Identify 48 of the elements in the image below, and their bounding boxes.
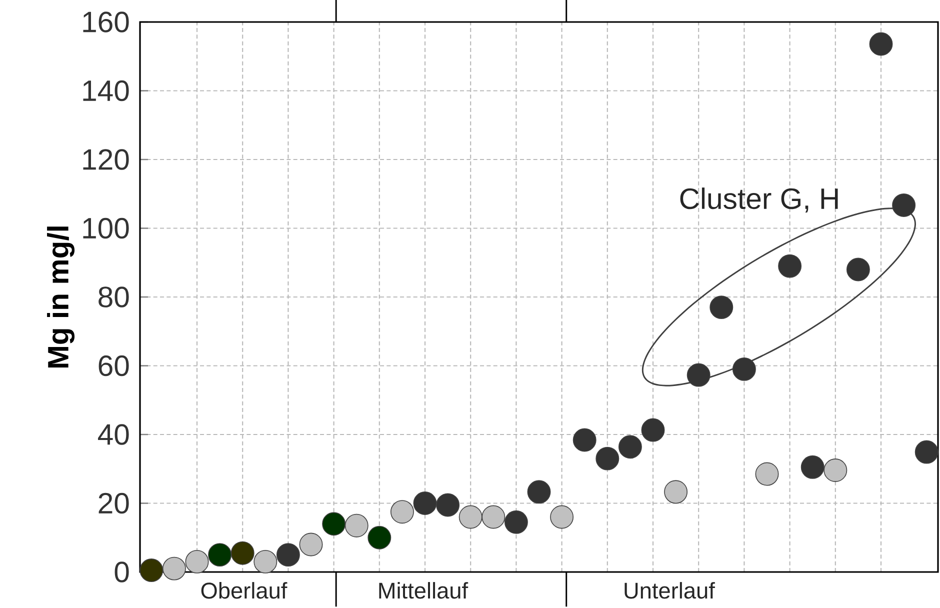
y-tick-label: 60 xyxy=(98,355,129,376)
point xyxy=(482,505,506,529)
point xyxy=(527,480,551,504)
y-tick-label: 160 xyxy=(83,12,129,32)
point xyxy=(572,428,596,452)
point xyxy=(800,455,824,479)
point xyxy=(458,505,482,529)
point xyxy=(276,543,300,567)
point xyxy=(755,462,779,486)
point xyxy=(436,493,460,517)
point xyxy=(299,532,323,556)
text: Oberlauf xyxy=(201,582,288,599)
y-tick-label: 0 xyxy=(114,562,129,582)
y-tick-label: 100 xyxy=(83,218,129,239)
point xyxy=(162,556,186,580)
point xyxy=(778,254,802,278)
point xyxy=(596,446,620,470)
point xyxy=(550,505,574,529)
point xyxy=(413,492,437,515)
point xyxy=(390,500,414,524)
y-axis-title: Mg in mg/l xyxy=(47,226,75,368)
point xyxy=(368,526,392,550)
y-tick-label: 120 xyxy=(83,149,129,170)
y-tick-label: 40 xyxy=(98,424,129,445)
point xyxy=(824,458,848,482)
point xyxy=(846,258,870,282)
y-tick-label: 140 xyxy=(83,80,129,102)
point xyxy=(686,363,710,387)
point xyxy=(185,550,209,574)
text: Mittellauf xyxy=(379,582,468,599)
y-tick-label: 20 xyxy=(98,492,129,514)
point xyxy=(208,543,232,567)
point xyxy=(732,357,756,381)
point xyxy=(664,480,688,504)
point xyxy=(230,541,254,565)
point xyxy=(254,550,278,574)
point xyxy=(892,193,916,217)
point xyxy=(140,558,164,582)
point xyxy=(641,418,665,442)
point xyxy=(344,514,368,538)
annotation: Cluster G, H xyxy=(680,188,838,213)
point xyxy=(504,510,528,534)
point xyxy=(869,32,893,56)
point xyxy=(618,435,642,459)
y-tick-label: 80 xyxy=(98,286,129,308)
text: Unterlauf xyxy=(624,582,715,599)
point xyxy=(710,296,734,320)
point xyxy=(322,512,346,536)
